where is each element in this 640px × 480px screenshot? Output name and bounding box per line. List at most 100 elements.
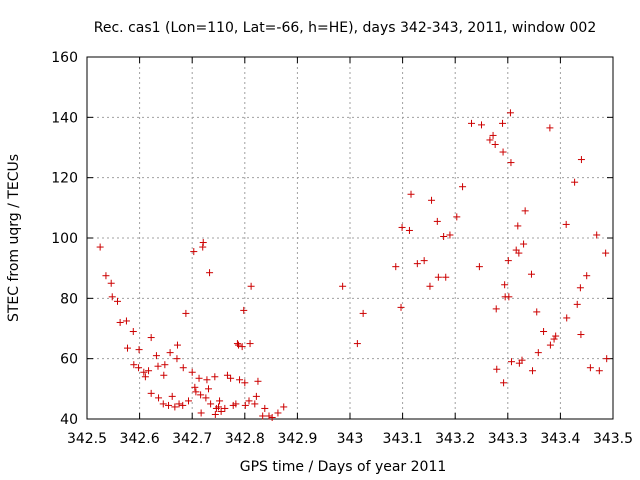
y-tick-label: 80 bbox=[60, 291, 78, 307]
data-point bbox=[505, 293, 513, 301]
data-point bbox=[159, 400, 167, 408]
data-point bbox=[254, 377, 262, 385]
data-point bbox=[504, 257, 512, 265]
data-point bbox=[206, 269, 214, 277]
x-tick-label: 343.3 bbox=[488, 431, 528, 447]
data-point bbox=[108, 293, 116, 301]
data-point bbox=[506, 109, 514, 117]
ticks bbox=[86, 56, 614, 420]
data-point bbox=[603, 355, 611, 363]
data-point bbox=[359, 309, 367, 317]
data-point bbox=[122, 317, 130, 325]
data-point bbox=[280, 403, 288, 411]
data-point bbox=[413, 260, 421, 268]
y-tick-label: 160 bbox=[51, 50, 78, 66]
data-point bbox=[586, 364, 594, 372]
data-point bbox=[563, 314, 571, 322]
x-tick-label: 342.7 bbox=[172, 431, 212, 447]
data-point bbox=[550, 335, 558, 343]
x-tick-label: 342.8 bbox=[225, 431, 265, 447]
data-point bbox=[247, 282, 255, 290]
data-point bbox=[175, 400, 183, 408]
data-point bbox=[595, 367, 603, 375]
x-tick-label: 343.5 bbox=[593, 431, 633, 447]
data-point bbox=[520, 240, 528, 248]
y-tick-label: 100 bbox=[51, 231, 78, 247]
data-point bbox=[459, 183, 467, 191]
data-point bbox=[240, 306, 248, 314]
y-tick-label: 40 bbox=[60, 412, 78, 428]
data-point bbox=[500, 379, 508, 387]
data-point bbox=[202, 394, 210, 402]
data-point bbox=[353, 340, 361, 348]
data-point bbox=[261, 404, 269, 412]
data-point bbox=[107, 279, 115, 287]
data-point bbox=[501, 281, 509, 289]
data-point bbox=[268, 413, 276, 421]
data-point bbox=[546, 341, 554, 349]
data-point bbox=[442, 273, 450, 281]
data-point bbox=[499, 119, 507, 127]
data-point bbox=[129, 328, 137, 336]
data-point bbox=[571, 178, 579, 186]
data-point bbox=[241, 379, 249, 387]
data-point bbox=[533, 308, 541, 316]
data-point bbox=[274, 409, 282, 417]
data-point bbox=[145, 367, 153, 375]
x-tick-label: 343.1 bbox=[383, 431, 423, 447]
data-point bbox=[192, 388, 200, 396]
data-point bbox=[221, 404, 229, 412]
data-point bbox=[251, 400, 259, 408]
data-point bbox=[420, 257, 428, 265]
x-tick-label: 343.4 bbox=[540, 431, 580, 447]
data-point bbox=[173, 341, 181, 349]
data-point bbox=[440, 232, 448, 240]
data-point bbox=[191, 383, 199, 391]
data-point bbox=[197, 391, 205, 399]
data-point bbox=[398, 223, 406, 231]
data-point bbox=[434, 273, 442, 281]
data-point bbox=[199, 239, 207, 247]
data-point bbox=[147, 389, 155, 397]
data-point bbox=[529, 367, 537, 375]
x-tick-label: 342.5 bbox=[67, 431, 107, 447]
data-point bbox=[577, 331, 585, 339]
tick-labels: 342.5 342.6 342.7 342.8 342.9 343 343.1 343.2 34… bbox=[51, 50, 633, 447]
data-point bbox=[493, 365, 501, 373]
data-point bbox=[540, 328, 548, 336]
data-point bbox=[499, 148, 507, 156]
data-point bbox=[147, 334, 155, 342]
data-point bbox=[576, 284, 584, 292]
data-point bbox=[515, 249, 523, 257]
data-point bbox=[489, 131, 497, 139]
data-point bbox=[446, 231, 454, 239]
data-point bbox=[521, 207, 529, 215]
data-point bbox=[433, 217, 441, 225]
data-point bbox=[215, 403, 222, 411]
data-point bbox=[259, 412, 267, 420]
data-point bbox=[478, 121, 485, 129]
data-point bbox=[152, 352, 160, 360]
data-point bbox=[392, 263, 400, 271]
chart-title: Rec. cas1 (Lon=110, Lat=-66, h=HE), days… bbox=[94, 20, 596, 36]
data-point bbox=[593, 231, 601, 239]
data-point bbox=[195, 374, 203, 382]
x-axis-label: GPS time / Days of year 2011 bbox=[240, 459, 447, 475]
data-point bbox=[491, 140, 499, 148]
data-point bbox=[507, 358, 515, 366]
y-tick-label: 140 bbox=[51, 110, 78, 126]
x-tick-label: 343 bbox=[337, 431, 364, 447]
x-tick-label: 342.9 bbox=[277, 431, 317, 447]
data-point bbox=[171, 403, 179, 411]
data-point bbox=[135, 346, 143, 354]
data-point bbox=[428, 196, 436, 204]
data-point bbox=[546, 124, 554, 132]
data-point bbox=[140, 368, 148, 376]
data-point bbox=[154, 362, 162, 370]
data-point bbox=[216, 397, 224, 405]
data-point bbox=[179, 401, 187, 409]
data-point bbox=[211, 373, 219, 381]
data-point bbox=[116, 318, 124, 326]
data-point bbox=[577, 156, 585, 164]
